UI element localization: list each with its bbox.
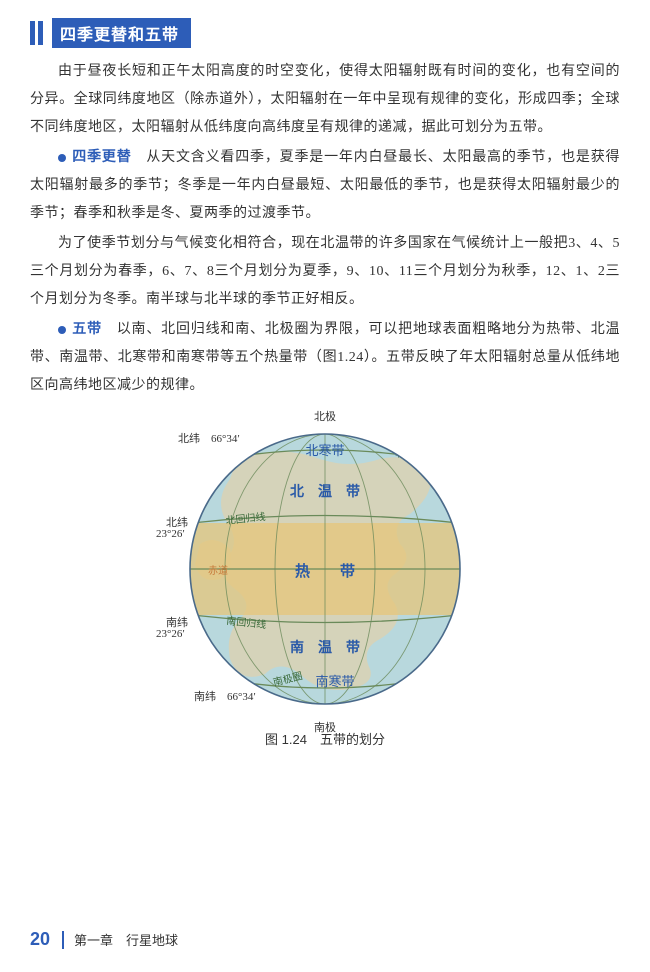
section-header: 四季更替和五带: [30, 18, 620, 48]
zone-torrid: 热 带: [295, 562, 355, 580]
bullet-icon: [58, 326, 66, 334]
section-title: 四季更替和五带: [52, 18, 191, 48]
zone-n-temperate: 北 温 带: [290, 484, 360, 500]
keyword-zones: 五带: [72, 322, 102, 337]
label-north-pole: 北极: [314, 408, 336, 424]
zone-s-frigid: 南寒带: [315, 674, 354, 689]
footer-divider: [62, 931, 64, 949]
header-decor-bars: [30, 21, 46, 45]
paragraph-climate-months: 为了使季节划分与气候变化相符合，现在北温带的许多国家在气候统计上一般把3、4、5…: [30, 230, 620, 314]
globe-box: 北极 北纬 66°34′ 北纬 23°26′ 南纬 23°26′ 南纬 66°3…: [180, 424, 470, 719]
page-number: 20: [30, 929, 50, 950]
keyword-seasons: 四季更替: [72, 150, 132, 165]
label-equator: 赤道: [208, 564, 228, 577]
page-footer: 20 第一章 行星地球: [30, 929, 178, 950]
zone-n-frigid: 北寒带: [305, 443, 344, 458]
label-n-tropic-lat-b: 23°26′: [156, 528, 185, 540]
paragraph-zones-body: 以南、北回归线和南、北极圈为界限，可以把地球表面粗略地分为热带、北温带、南温带、…: [30, 322, 620, 393]
label-s-tropic-lat-b: 23°26′: [156, 628, 185, 640]
paragraph-zones: 五带 以南、北回归线和南、北极圈为界限，可以把地球表面粗略地分为热带、北温带、南…: [30, 316, 620, 400]
label-arctic-lat: 北纬 66°34′: [178, 430, 240, 446]
figure-container: 北极 北纬 66°34′ 北纬 23°26′ 南纬 23°26′ 南纬 66°3…: [30, 424, 620, 748]
paragraph-seasons: 四季更替 从天文含义看四季，夏季是一年内白昼最长、太阳最高的季节，也是获得太阳辐…: [30, 144, 620, 228]
chapter-label: 第一章 行星地球: [74, 930, 178, 949]
globe-svg: 北寒带 北 温 带 热 带 南 温 带 南寒带 北回归线 赤道 南回归线 北极圈…: [180, 424, 470, 714]
paragraph-intro: 由于昼夜长短和正午太阳高度的时空变化，使得太阳辐射既有时间的变化，也有空间的分异…: [30, 58, 620, 142]
label-antarctic-lat: 南纬 66°34′: [194, 688, 256, 704]
bullet-icon: [58, 154, 66, 162]
zone-s-temperate: 南 温 带: [290, 639, 360, 656]
label-south-pole: 南极: [314, 719, 336, 735]
